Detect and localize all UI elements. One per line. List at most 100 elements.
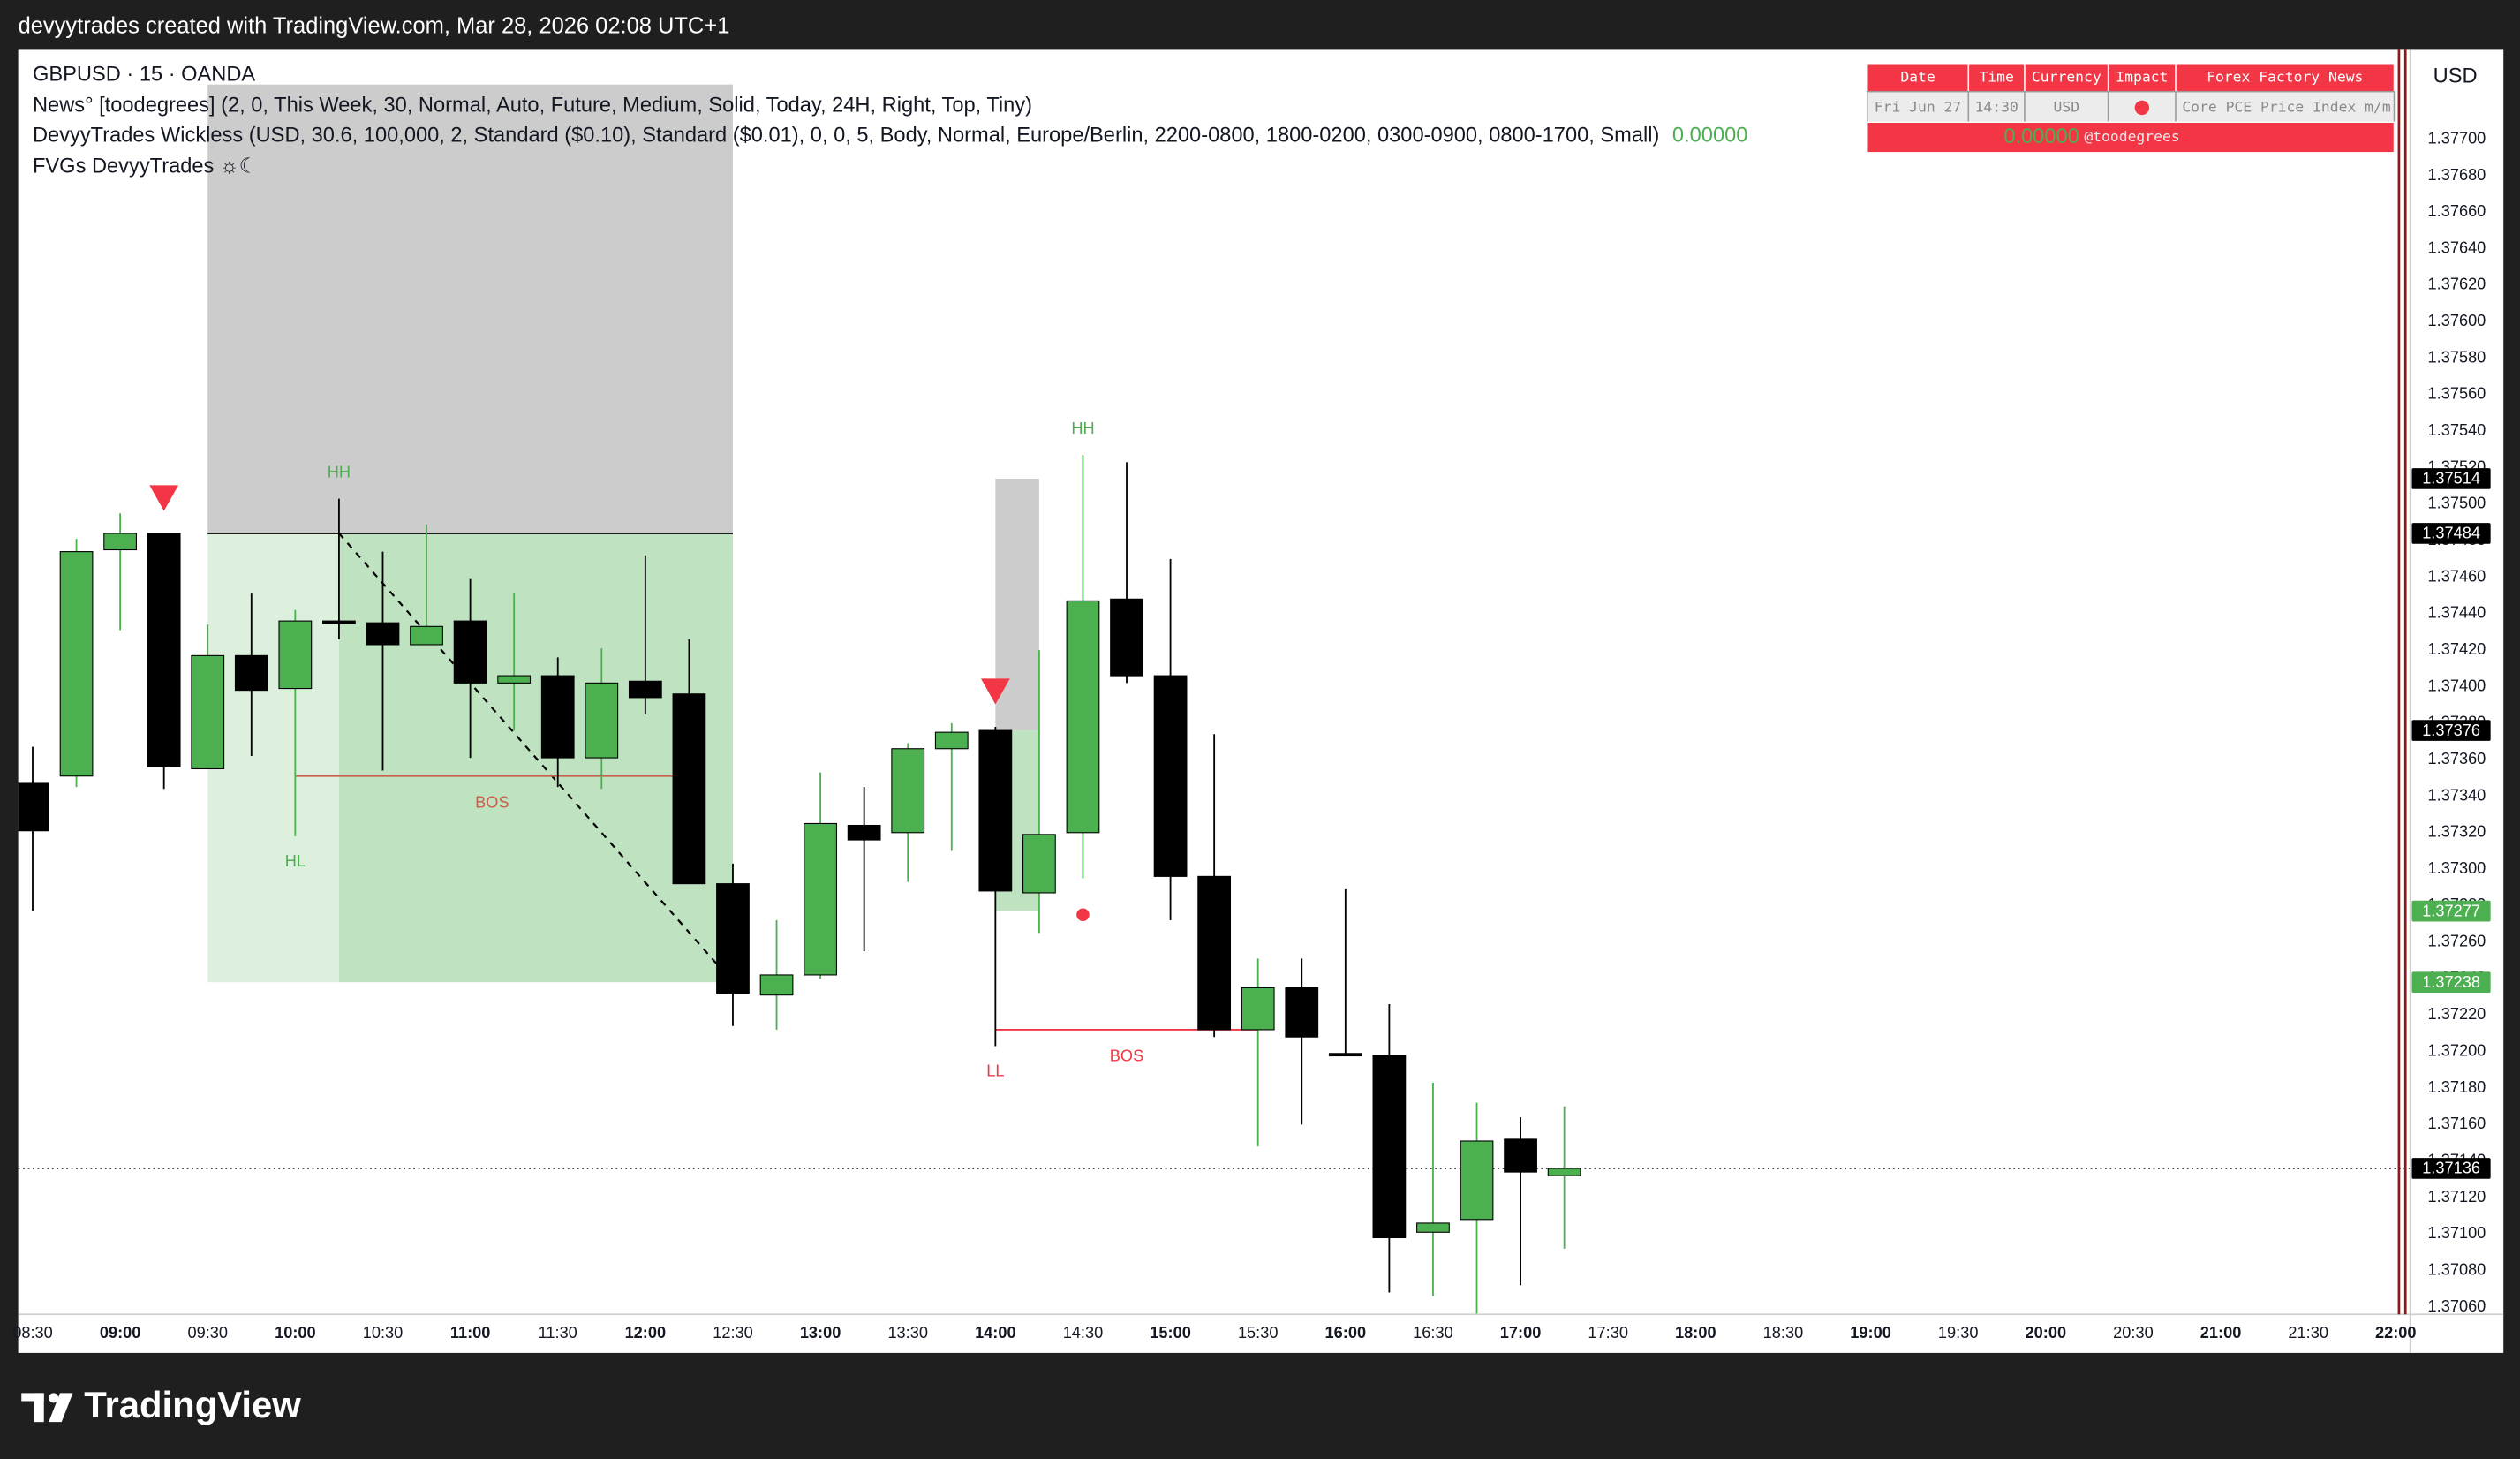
x-tick-label: 14:00 <box>975 1324 1016 1342</box>
y-tick-label: 1.37680 <box>2428 166 2486 184</box>
y-tick-label: 1.37100 <box>2428 1224 2486 1242</box>
candle-body <box>1241 987 1275 1031</box>
table-cell <box>2175 90 2396 124</box>
price-badge <box>2411 720 2491 741</box>
symbol: GBPUSD · 15 · OANDA <box>33 64 255 87</box>
y-tick-label: 1.37640 <box>2428 238 2486 256</box>
candle-body <box>1285 987 1319 1038</box>
swing-label: LL <box>986 1062 1004 1079</box>
candle-body <box>672 693 706 885</box>
table-header-cell <box>2175 64 2396 93</box>
y-tick-label: 1.37600 <box>2428 312 2486 329</box>
price-badge <box>2411 1158 2491 1179</box>
trend-line <box>338 533 734 983</box>
candle-body <box>1416 1222 1450 1233</box>
candle-body <box>410 625 443 646</box>
price-badge-label: 1.37136 <box>2422 1160 2480 1177</box>
table-header-cell <box>2107 64 2177 93</box>
candle-body <box>1372 1055 1407 1239</box>
zone <box>207 533 339 983</box>
axes: 08:30 09:00 09:30 10:00 10:30 11:00 11:30 12:00… <box>12 129 2491 1342</box>
x-tick-label: 10:00 <box>275 1324 316 1342</box>
price-badge-label: 1.37514 <box>2422 470 2480 488</box>
y-tick-label: 1.37340 <box>2428 786 2486 804</box>
candle-body <box>1197 875 1232 1031</box>
y-tick-label: 1.37360 <box>2428 750 2486 767</box>
swing-label: HL <box>285 852 306 870</box>
x-tick-label: 17:00 <box>1500 1324 1542 1342</box>
candle-body <box>322 620 356 624</box>
candle-body <box>628 680 662 699</box>
candle-body <box>1066 600 1100 834</box>
indicator: DevyyTrades Wickless (USD, 30.6, 100,000… <box>33 125 1747 147</box>
table-cell-text: USD <box>2054 98 2080 115</box>
legend: GBPUSD · 15 · OANDA News° [toodegrees] (… <box>33 64 1747 178</box>
price-badge-label: 1.37238 <box>2422 973 2480 991</box>
candle-body <box>278 620 313 690</box>
bos-label: BOS <box>1110 1047 1143 1065</box>
table-header: Impact <box>2116 69 2168 86</box>
y-tick-label: 1.37060 <box>2428 1297 2486 1315</box>
indicator: FVGs DevyyTrades ☼☾ <box>33 155 258 178</box>
y-tick-label: 1.37300 <box>2428 859 2486 877</box>
x-tick-label: 13:00 <box>800 1324 841 1342</box>
candle-body <box>234 654 268 692</box>
signal-dot <box>1076 908 1090 922</box>
candle-body <box>1022 834 1056 894</box>
x-tick-label: 11:30 <box>539 1324 577 1342</box>
signal-triangle <box>980 678 1010 705</box>
candle-body <box>453 620 487 684</box>
y-tick-label: 1.37160 <box>2428 1115 2486 1132</box>
x-tick-label: 14:30 <box>1063 1324 1104 1342</box>
candle-body <box>716 883 750 994</box>
y-tick-label: 1.37200 <box>2428 1042 2486 1060</box>
x-tick-label: 13:30 <box>887 1324 928 1342</box>
indicator-value: 0.00000 <box>1672 125 1747 147</box>
currency: USD <box>2433 65 2478 88</box>
caption: devyytrades created with TradingView.com… <box>19 14 730 39</box>
x-tick-label: 21:00 <box>2200 1324 2242 1342</box>
candle-body <box>1460 1140 1494 1221</box>
table-header: Time <box>1979 69 2013 86</box>
x-tick-label: 18:30 <box>1763 1324 1804 1342</box>
x-tick-label: 16:30 <box>1413 1324 1453 1342</box>
y-tick-label: 1.37400 <box>2428 677 2486 694</box>
candle-body <box>585 682 619 759</box>
swing-label: HH <box>1071 420 1094 437</box>
x-tick-label: 16:00 <box>1325 1324 1367 1342</box>
table-header-cell <box>1967 64 2026 93</box>
table-cell-text: Core PCE Price Index m/m <box>2182 98 2391 115</box>
price-badge-label: 1.37484 <box>2422 525 2480 542</box>
logo-mark <box>49 1393 73 1423</box>
news-table: Date Time Currency Impact Forex Factory News… <box>1866 64 2396 154</box>
candle-body <box>147 533 181 767</box>
indicator: News° [toodegrees] (2, 0, This Week, 30,… <box>33 94 1032 117</box>
y-tick-label: 1.37500 <box>2428 495 2486 512</box>
y-tick-label: 1.37660 <box>2428 202 2486 220</box>
plot-area: BOS BOS HH HL HH LL <box>18 84 2411 1315</box>
y-tick-label: 1.37320 <box>2428 823 2486 841</box>
logo-mark <box>21 1393 44 1402</box>
price-badge <box>2411 523 2491 544</box>
x-tick-label: 19:30 <box>1938 1324 1979 1342</box>
x-tick-label: 09:30 <box>187 1324 228 1342</box>
brand: TradingView <box>84 1384 301 1425</box>
zone <box>995 478 1039 731</box>
y-tick-label: 1.37460 <box>2428 567 2486 585</box>
candle-body <box>1547 1168 1581 1176</box>
x-tick-label: 18:00 <box>1675 1324 1716 1342</box>
table-footer-row <box>1866 121 2396 154</box>
zone <box>207 84 733 533</box>
x-tick-label: 11:00 <box>450 1324 491 1342</box>
x-tick-label: 09:00 <box>100 1324 141 1342</box>
candle-body <box>1504 1138 1537 1173</box>
table-cell-text: 14:30 <box>1975 98 2018 115</box>
y-tick-label: 1.37220 <box>2428 1005 2486 1023</box>
candle-body <box>1153 675 1188 877</box>
x-tick-label: 15:30 <box>1238 1324 1279 1342</box>
price-badge-label: 1.37277 <box>2422 902 2480 919</box>
candle-body <box>891 748 925 834</box>
table-footer-value: 0.00000 <box>2003 125 2079 148</box>
impact-dot <box>2134 100 2150 116</box>
